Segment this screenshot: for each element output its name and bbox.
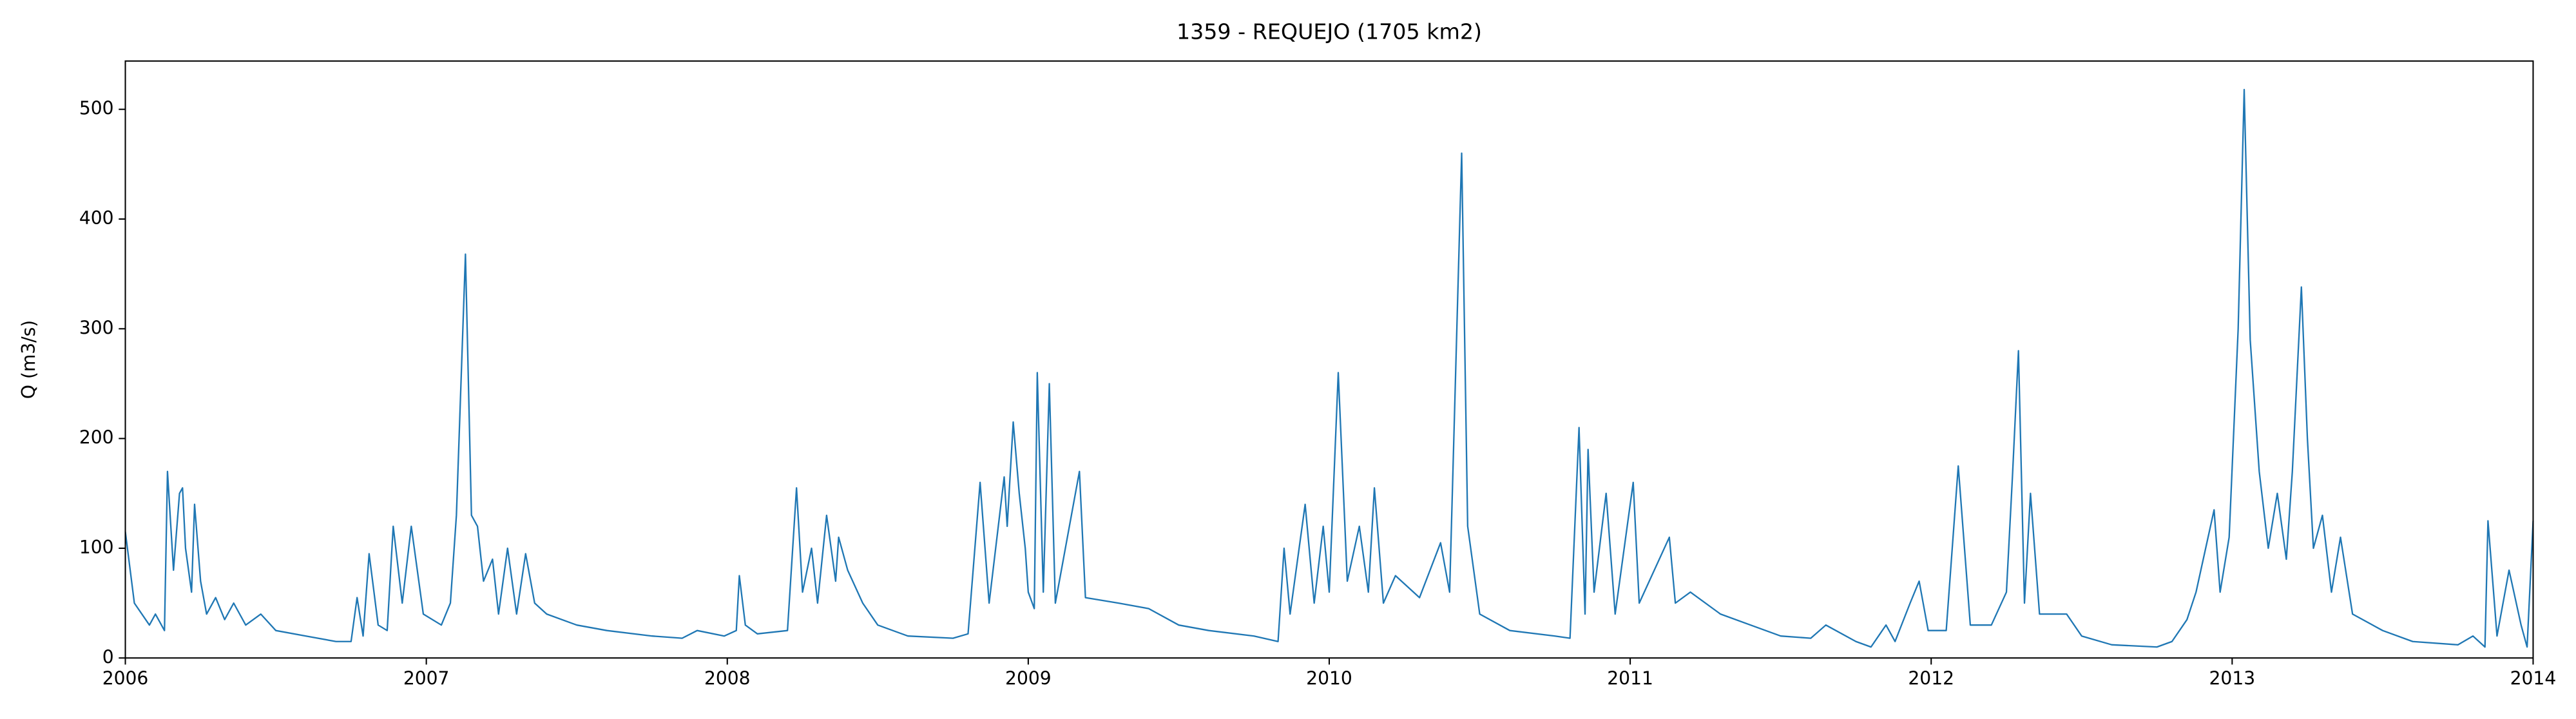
x-tick-label: 2012	[1908, 668, 1954, 689]
x-tick-label: 2007	[403, 668, 450, 689]
x-tick-label: 2009	[1005, 668, 1052, 689]
x-tick-label: 2010	[1306, 668, 1352, 689]
y-tick-label: 200	[79, 427, 114, 448]
plot-frame	[124, 60, 2534, 659]
y-tick-label: 500	[79, 98, 114, 119]
y-tick-label: 300	[79, 317, 114, 338]
y-tick-label: 0	[102, 646, 114, 667]
y-tick-label: 100	[79, 537, 114, 558]
chart-title: 1359 - REQUEJO (1705 km2)	[1177, 19, 1482, 44]
x-tick-label: 2014	[2510, 668, 2557, 689]
x-tick-label: 2008	[704, 668, 751, 689]
x-tick-label: 2006	[102, 668, 149, 689]
y-axis-label: Q (m3/s)	[18, 320, 39, 399]
x-tick-label: 2013	[2209, 668, 2256, 689]
y-tick-label: 400	[79, 207, 114, 229]
flow-line	[124, 88, 2534, 648]
x-tick-label: 2011	[1607, 668, 1653, 689]
